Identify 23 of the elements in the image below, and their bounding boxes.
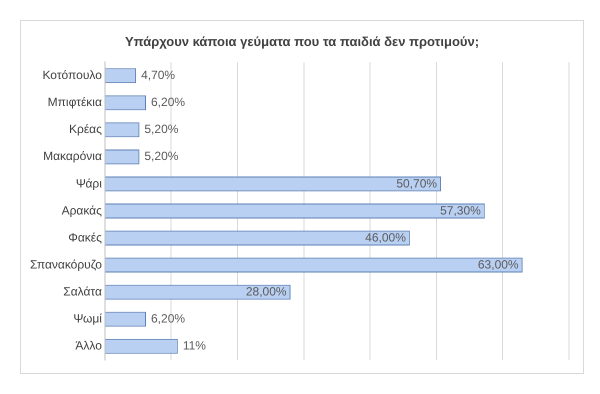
- data-label: 46,00%: [365, 230, 406, 244]
- y-tick-label: Κοτόπουλο: [42, 68, 102, 82]
- y-tick-label: Μακαρόνια: [43, 149, 102, 164]
- data-label: 57,30%: [440, 203, 482, 218]
- y-tick-label: Φακές: [68, 230, 102, 244]
- data-label: 6,20%: [151, 95, 186, 110]
- data-label: 50,70%: [396, 176, 438, 190]
- data-label: 63,00%: [478, 257, 519, 272]
- y-tick-label: Κρέας: [69, 122, 102, 136]
- data-label: 5,20%: [144, 122, 179, 136]
- y-tick-label: Ψάρι: [76, 176, 102, 190]
- data-label: 5,20%: [144, 149, 179, 164]
- y-tick-label: Μπιφτέκια: [48, 95, 102, 110]
- data-label: 28,00%: [246, 284, 287, 298]
- y-tick-label: Αρακάς: [62, 203, 102, 218]
- y-tick-label: Άλλο: [75, 338, 102, 353]
- data-label: 6,20%: [151, 312, 186, 326]
- data-label: 4,70%: [141, 68, 176, 82]
- chart-title: Υπάρχουν κάποια γεύματα που τα παιδιά δεν προτιμούν;: [124, 34, 480, 49]
- y-tick-label: Σπανακόρυζο: [30, 257, 102, 272]
- data-label: 11%: [182, 338, 206, 353]
- y-tick-label: Σαλάτα: [63, 284, 102, 298]
- y-tick-label: Ψωμί: [73, 312, 102, 326]
